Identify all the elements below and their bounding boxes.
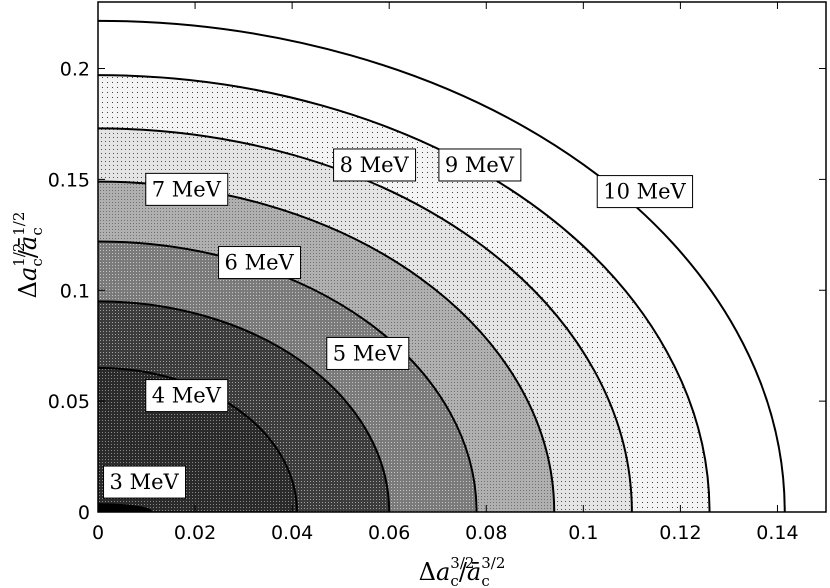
contour-line-10-mev bbox=[98, 19, 786, 512]
contour-label-box bbox=[596, 175, 694, 209]
contour-label-text: 6 MeV bbox=[225, 251, 295, 275]
y-tick-label: 0.15 bbox=[48, 169, 90, 191]
contour-label-text: 3 MeV bbox=[110, 470, 180, 494]
x-tick-label: 0.12 bbox=[659, 522, 701, 544]
x-tick-label: 0.14 bbox=[756, 522, 798, 544]
contour-label-text: 9 MeV bbox=[445, 153, 515, 177]
contour-label-5-mev: 5 MeV bbox=[326, 336, 410, 370]
contour-line-3-mev bbox=[98, 503, 153, 512]
contour-label-9-mev: 9 MeV bbox=[438, 148, 522, 182]
y-tick-label: 0.2 bbox=[60, 59, 90, 81]
x-axis: 0 0.02 0.04 0.06 0.08 0.1 0.12 0.14 bbox=[92, 2, 799, 544]
y-tick-label: 0 bbox=[78, 502, 90, 524]
y-tick-label: 0.1 bbox=[60, 280, 90, 302]
contour-label-text: 5 MeV bbox=[333, 341, 403, 365]
x-tick-label: 0 bbox=[92, 522, 104, 544]
contour-regions bbox=[98, 20, 785, 512]
contour-line-5-mev bbox=[98, 300, 391, 512]
contour-label-box bbox=[326, 336, 410, 370]
contour-label-4-mev: 4 MeV bbox=[145, 379, 229, 413]
contour-label-box bbox=[438, 148, 522, 182]
contour-label-3-mev: 3 MeV bbox=[103, 465, 187, 499]
x-tick-label: 0.06 bbox=[368, 522, 410, 544]
contour-line-4-mev bbox=[98, 366, 298, 512]
region-3-mev bbox=[98, 504, 152, 512]
x-axis-label: Δa3/2 c/ā3/2 c bbox=[419, 554, 506, 588]
x-tick-label: 0.02 bbox=[174, 522, 216, 544]
contour-label-text: 8 MeV bbox=[340, 153, 410, 177]
contour-label-text: 4 MeV bbox=[152, 384, 222, 408]
contour-label-6-mev: 6 MeV bbox=[218, 246, 302, 280]
contour-label-box bbox=[103, 465, 187, 499]
contour-label-text: 10 MeV bbox=[603, 180, 686, 204]
svg-text:Δa1/2c/ā1/2c: Δa1/2c/ā1/2c bbox=[10, 212, 46, 299]
contour-label-10-mev: 10 MeV bbox=[596, 175, 694, 209]
contour-label-box bbox=[333, 148, 417, 182]
contour-label-8-mev: 8 MeV bbox=[333, 148, 417, 182]
contour-line-9-mev bbox=[98, 74, 711, 512]
y-axis: 0 0.05 0.1 0.15 0.2 bbox=[48, 59, 826, 524]
x-tick-label: 0.08 bbox=[465, 522, 507, 544]
contour-label-text: 7 MeV bbox=[152, 177, 222, 201]
x-tick-label: 0.04 bbox=[271, 522, 313, 544]
contour-labels: 3 MeV 4 MeV 5 MeV 6 MeV 7 MeV 8 MeV 9 MeV 10 Me… bbox=[103, 148, 694, 499]
contour-lines bbox=[98, 19, 786, 512]
y-axis-label: Δa1/2c/ā1/2c bbox=[10, 212, 46, 299]
y-tick-label: 0.05 bbox=[48, 391, 90, 413]
contour-line-6-mev bbox=[98, 240, 478, 512]
plot-frame bbox=[97, 1, 827, 513]
contour-label-7-mev: 7 MeV bbox=[145, 172, 229, 206]
contour-label-box bbox=[145, 172, 229, 206]
contour-label-box bbox=[218, 246, 302, 280]
contour-label-box bbox=[145, 379, 229, 413]
contour-line-8-mev bbox=[98, 127, 633, 512]
x-tick-label: 0.1 bbox=[568, 522, 598, 544]
